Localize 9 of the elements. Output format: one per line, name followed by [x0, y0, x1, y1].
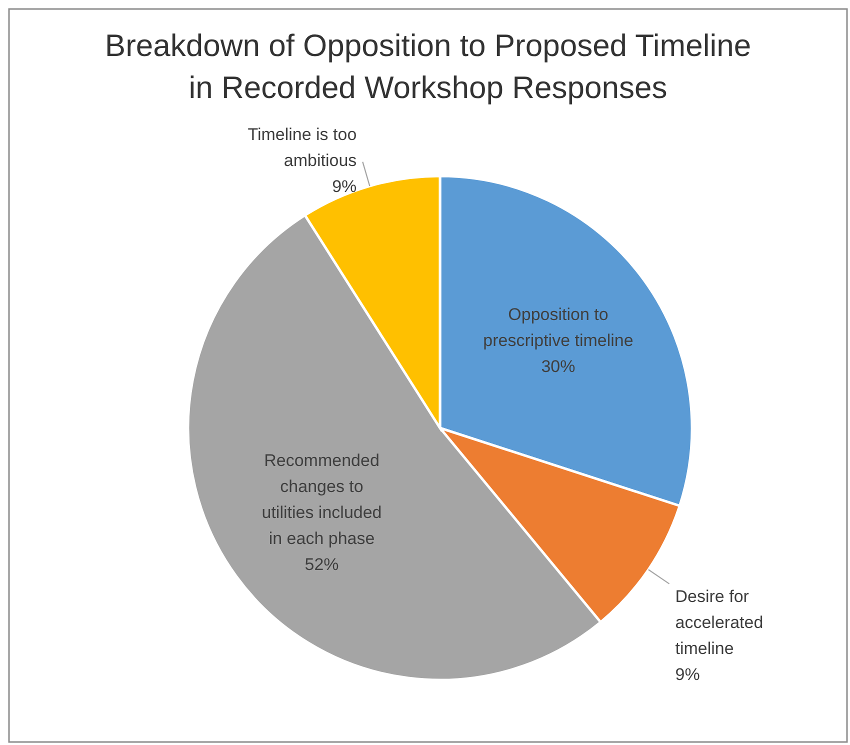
- slice-label: Timeline is too ambitious: [248, 125, 357, 170]
- data-label: 9%: [332, 177, 357, 196]
- data-label: 52%: [304, 555, 339, 574]
- data-label: 30%: [541, 358, 576, 377]
- data-label: 9%: [675, 665, 700, 684]
- slice-label: Opposition to prescriptive timeline: [483, 306, 634, 351]
- slice-label: Desire for accelerated timeline: [675, 587, 764, 658]
- chart-title: Breakdown of Opposition to Proposed Timeline in Recorded Workshop Responses: [104, 28, 752, 105]
- slice-label: Recommended changes to utilities included in each phase: [262, 451, 382, 548]
